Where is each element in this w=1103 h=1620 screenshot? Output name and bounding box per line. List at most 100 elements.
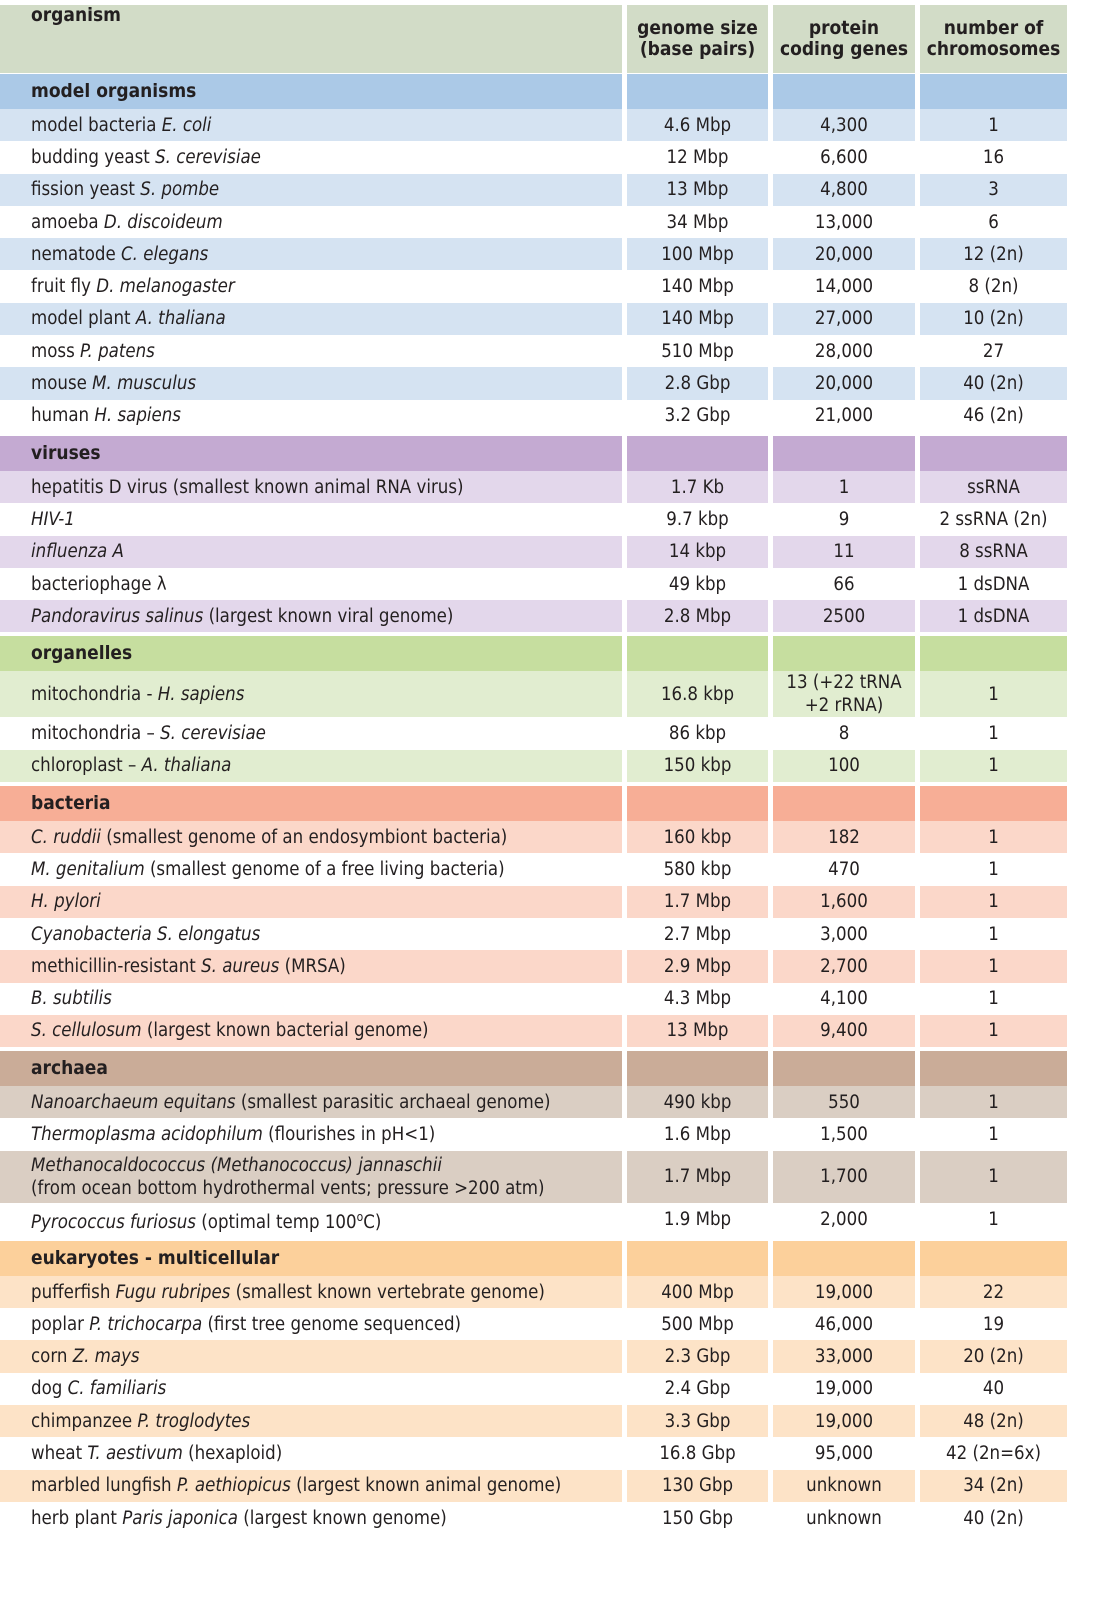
organism-text: Nanoarchaeum equitans xyxy=(31,1091,236,1113)
organism-text: P. trichocarpa xyxy=(89,1313,203,1335)
section-cell xyxy=(627,1240,768,1276)
protein-genes-cell: 100 xyxy=(773,749,915,783)
chromosomes-cell: 40 xyxy=(920,1372,1067,1406)
section-cell xyxy=(773,786,915,822)
organism-text: poplar xyxy=(31,1313,90,1335)
organism-text: A. thaliana xyxy=(141,755,232,777)
organism-text: E. coli xyxy=(161,114,212,136)
genome-size-cell: 4.6 Mbp xyxy=(627,109,768,142)
genome-size-cell: 2.8 Gbp xyxy=(627,367,768,400)
organism-text: pufferfish xyxy=(31,1281,116,1303)
organism-cell: poplar P. trichocarpa (first tree genome… xyxy=(0,1308,622,1341)
organism-text: HIV-1 xyxy=(31,508,75,530)
organism-text: (hexaploid) xyxy=(182,1443,283,1464)
header-text: number of xyxy=(943,17,1044,39)
organism-cell: M. genitalium (smallest genome of a free… xyxy=(0,853,622,886)
genome-size-cell: 1.9 Mbp xyxy=(627,1202,768,1237)
section-cell xyxy=(627,435,768,471)
organism-text: hepatitis D virus (smallest known animal… xyxy=(31,476,464,498)
section-cell xyxy=(773,74,915,109)
chromosomes-cell: 1 xyxy=(920,1014,1067,1048)
table-row: model bacteria E. coli 4.6 Mbp 4,300 1 xyxy=(0,109,1067,142)
organism-text: (smallest genome of an endosymbiont bact… xyxy=(100,826,508,848)
organism-text: (smallest known vertebrate genome) xyxy=(230,1281,545,1303)
organism: model plant A. thaliana xyxy=(31,307,226,330)
table-row: bacteriophage λ 49 kbp 66 1 dsDNA xyxy=(0,567,1067,601)
organism-text: T. aestivum xyxy=(87,1443,183,1464)
organism-text: C. ruddii xyxy=(31,826,101,848)
section-cell: model organisms xyxy=(0,74,622,109)
table-row: corn Z. mays 2.3 Gbp 33,000 20 (2n) xyxy=(0,1340,1067,1373)
protein-genes-cell: 14,000 xyxy=(773,270,915,303)
chromosomes-cell: 40 (2n) xyxy=(920,1501,1067,1535)
protein-genes-cell: 4,100 xyxy=(773,982,915,1015)
genome-size-cell: 500 Mbp xyxy=(627,1308,768,1341)
organism-cell: corn Z. mays xyxy=(0,1340,622,1373)
section-header: model organisms xyxy=(0,74,1067,109)
table-row: influenza A 14 kbp 11 8 ssRNA xyxy=(0,535,1067,568)
protein-genes-cell: 550 xyxy=(773,1086,915,1119)
organism: H. pylori xyxy=(31,890,101,913)
organism-text: Z. mays xyxy=(72,1346,140,1368)
section-cell xyxy=(773,435,915,471)
organism-cell: model plant A. thaliana xyxy=(0,302,622,336)
organism-text: (MRSA) xyxy=(279,955,346,977)
genome-size-cell: 100 Mbp xyxy=(627,238,768,271)
section-cell xyxy=(920,435,1067,471)
organism-text: Thermoplasma acidophilum xyxy=(31,1124,263,1146)
organism-text: H. sapiens xyxy=(94,405,181,427)
chromosomes-cell: 1 xyxy=(920,671,1067,718)
organism: Pyrococcus furiosus (optimal temp 100oC) xyxy=(31,1206,381,1234)
chromosomes-cell: 1 xyxy=(920,821,1067,854)
genome-size-cell: 13 Mbp xyxy=(627,173,768,206)
organism: B. subtilis xyxy=(31,987,112,1010)
header-cell: organism xyxy=(0,5,622,73)
organism-text: mitochondria – xyxy=(31,723,161,745)
genome-size-cell: 490 kbp xyxy=(627,1086,768,1119)
protein-genes-cell: 1,500 xyxy=(773,1118,915,1151)
chromosomes-cell: 1 xyxy=(920,885,1067,918)
protein-genes-cell: 2,000 xyxy=(773,1202,915,1237)
section-cell xyxy=(773,1051,915,1087)
organism-cell: moss P. patens xyxy=(0,335,622,368)
genome-size-cell: 150 Gbp xyxy=(627,1501,768,1535)
organism-text: human xyxy=(31,405,95,427)
organism-cell: HIV-1 xyxy=(0,503,622,536)
organism: moss P. patens xyxy=(31,340,155,363)
organism-text: amoeba xyxy=(31,211,104,233)
organism: dog C. familiaris xyxy=(31,1377,166,1400)
organism-text: S. cerevisiae xyxy=(160,723,266,745)
genome-size-cell: 16.8 kbp xyxy=(627,671,768,718)
genome-size-cell: 49 kbp xyxy=(627,567,768,601)
organism-text: S. cellulosum xyxy=(31,1020,142,1042)
organism: influenza A xyxy=(31,540,124,563)
protein-genes-cell: 6,600 xyxy=(773,141,915,174)
organism-text: model bacteria xyxy=(31,114,162,136)
table-row: mitochondria - H. sapiens 16.8 kbp 13 (+22… xyxy=(0,671,1067,718)
genome-size-cell: 13 Mbp xyxy=(627,1014,768,1048)
organism-text: C) xyxy=(363,1211,382,1233)
chromosomes-cell: 1 dsDNA xyxy=(920,567,1067,601)
chromosomes-cell: 1 xyxy=(920,853,1067,886)
protein-genes-cell: 27,000 xyxy=(773,302,915,336)
table-row: S. cellulosum (largest known bacterial g… xyxy=(0,1014,1067,1048)
chromosomes-cell: 48 (2n) xyxy=(920,1405,1067,1438)
genome-size-cell: 4.3 Mbp xyxy=(627,982,768,1015)
organism: Thermoplasma acidophilum (flourishes in … xyxy=(31,1123,435,1146)
organism-text: B. subtilis xyxy=(31,988,112,1010)
organism: marbled lungfish P. aethiopicus (largest… xyxy=(31,1474,561,1497)
organism: S. cellulosum (largest known bacterial g… xyxy=(31,1019,429,1042)
section-header: archaea xyxy=(0,1051,1067,1087)
organism-text: herb plant xyxy=(31,1507,123,1529)
protein-genes-cell: 4,300 xyxy=(773,109,915,142)
table-row: budding yeast S. cerevisiae 12 Mbp 6,600 16 xyxy=(0,141,1067,174)
organism-text: methicillin-resistant xyxy=(31,955,202,977)
organism-cell: Methanocaldococcus (Methanococcus) janna… xyxy=(0,1150,622,1203)
table-row: mouse M. musculus 2.8 Gbp 20,000 40 (2n) xyxy=(0,367,1067,400)
protein-genes-cell: 95,000 xyxy=(773,1437,915,1470)
chromosomes-cell: 1 xyxy=(920,1086,1067,1119)
chromosomes-cell: 10 (2n) xyxy=(920,302,1067,336)
table-row: mitochondria – S. cerevisiae 86 kbp 8 1 xyxy=(0,717,1067,750)
organism-cell: amoeba D. discoideum xyxy=(0,205,622,239)
chromosomes-cell: ssRNA xyxy=(920,470,1067,504)
